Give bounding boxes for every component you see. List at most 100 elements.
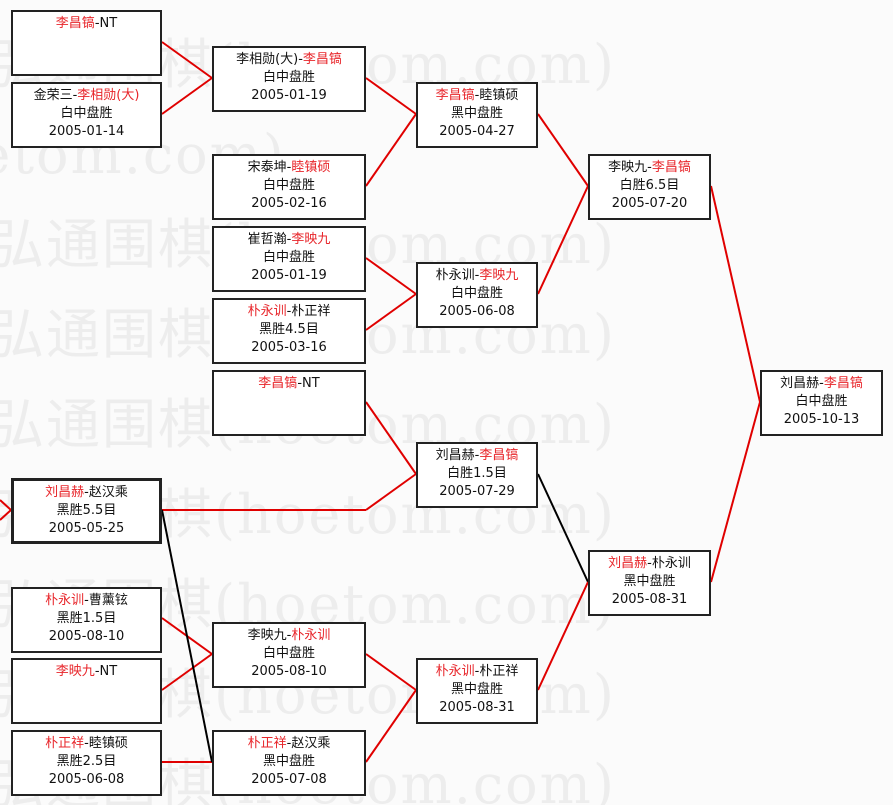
match-date: 2005-01-19 [251, 268, 327, 283]
player-black: 刘昌赫 [608, 556, 648, 571]
match-players: 朴正祥-睦镇硕 [13, 735, 160, 753]
player-black: 刘昌赫 [435, 448, 475, 463]
match-players: 朴永训-曹薰铉 [13, 592, 160, 610]
match-players: 刘昌赫-李昌镐 [418, 447, 536, 465]
match-result: 黑胜1.5目 [56, 611, 117, 626]
match-box[interactable]: 朴正祥-睦镇硕 黑胜2.5目 2005-06-08 [11, 730, 162, 796]
player-white: NT [99, 664, 118, 679]
match-box[interactable]: 李昌镐-睦镇硕 黑中盘胜 2005-04-27 [416, 82, 538, 148]
match-box[interactable]: 金荣三-李相勋(大) 白中盘胜 2005-01-14 [11, 82, 162, 148]
player-black: 金荣三 [33, 88, 73, 103]
player-white: 朴永训 [651, 556, 691, 571]
player-black: 李映九 [247, 628, 287, 643]
winner-connector [710, 185, 761, 403]
player-white: 赵汉乘 [88, 485, 128, 500]
winner-connector [365, 257, 417, 295]
match-players: 宋泰坤-睦镇硕 [214, 159, 364, 177]
winner-connector [0, 499, 12, 511]
player-black: 李映九 [608, 160, 648, 175]
match-box[interactable]: 刘昌赫-李昌镐 白中盘胜 2005-10-13 [760, 370, 883, 436]
match-result: 黑胜4.5目 [259, 322, 319, 337]
separator: - [647, 556, 652, 571]
separator: - [298, 52, 303, 67]
player-black: 刘昌赫 [45, 485, 85, 500]
separator: - [286, 232, 292, 247]
match-box[interactable]: 朴永训-李映九 白中盘胜 2005-06-08 [416, 262, 538, 328]
winner-connector [365, 473, 417, 511]
match-players: 李昌镐-NT [214, 375, 364, 393]
match-players: 李映九-李昌镐 [590, 159, 709, 177]
separator: - [84, 593, 89, 608]
separator: - [72, 88, 78, 103]
winner-connector [161, 41, 213, 79]
match-result: 黑胜5.5目 [56, 503, 117, 518]
match-date: 2005-01-14 [48, 124, 125, 139]
match-result: 白中盘胜 [262, 646, 315, 661]
match-result: 白中盘胜 [795, 394, 848, 409]
separator: - [286, 628, 292, 643]
separator: - [297, 376, 303, 391]
player-white: 李昌镐 [302, 52, 342, 67]
match-players: 金荣三-李相勋(大) [13, 87, 160, 105]
match-box[interactable]: 朴永训-朴正祥 黑中盘胜 2005-08-31 [416, 658, 538, 724]
separator: - [474, 268, 480, 283]
match-box[interactable]: 李映九-NT [11, 658, 162, 724]
match-result [13, 33, 160, 51]
player-black: 李昌镐 [55, 16, 95, 31]
match-players: 朴正祥-赵汉乘 [214, 735, 364, 753]
separator: - [286, 304, 292, 319]
match-result: 黑中盘胜 [450, 106, 503, 121]
player-white: 睦镇硕 [291, 160, 331, 175]
separator: - [474, 88, 480, 103]
match-result: 白中盘胜 [262, 178, 315, 193]
match-box[interactable]: 李相勋(大)-李昌镐白中盘胜 2005-01-19 [212, 46, 366, 112]
match-box[interactable]: 宋泰坤-睦镇硕 白中盘胜 2005-02-16 [212, 154, 366, 220]
match-result: 黑中盘胜 [262, 754, 315, 769]
match-result: 白中盘胜 [262, 70, 315, 85]
winner-connector [537, 113, 589, 187]
match-box[interactable]: 刘昌赫-朴永训 黑中盘胜 2005-08-31 [588, 550, 711, 616]
match-date: 2005-01-19 [251, 88, 327, 103]
match-box[interactable]: 刘昌赫-李昌镐 白胜1.5目 2005-07-29 [416, 442, 538, 508]
match-result: 白胜1.5目 [447, 466, 507, 481]
match-date: 2005-08-10 [48, 629, 125, 644]
player-black: 刘昌赫 [780, 376, 820, 391]
match-box[interactable]: 李昌镐-NT [212, 370, 366, 436]
player-white: 朴正祥 [479, 664, 519, 679]
match-players: 刘昌赫-李昌镐 [762, 375, 881, 393]
winner-connector [537, 581, 589, 691]
match-players: 刘昌赫-朴永训 [590, 555, 709, 573]
match-box[interactable]: 李映九-李昌镐 白胜6.5目 2005-07-20 [588, 154, 711, 220]
player-black: 朴永训 [435, 664, 475, 679]
match-players: 朴永训-朴正祥 [214, 303, 364, 321]
match-date: 2005-04-27 [439, 124, 515, 139]
match-result: 白中盘胜 [450, 286, 503, 301]
winner-connector [365, 113, 417, 187]
separator: - [94, 16, 100, 31]
match-box[interactable]: 朴正祥-赵汉乘 黑中盘胜 2005-07-08 [212, 730, 366, 796]
match-players: 朴永训-李映九 [418, 267, 536, 285]
match-result [214, 393, 364, 411]
match-result: 黑胜2.5目 [56, 754, 117, 769]
player-black: 朴正祥 [247, 736, 287, 751]
match-box[interactable]: 朴永训-朴正祥 黑胜4.5目 2005-03-16 [212, 298, 366, 364]
separator: - [819, 376, 824, 391]
match-box[interactable]: 崔哲瀚-李映九 白中盘胜 2005-01-19 [212, 226, 366, 292]
separator: - [84, 736, 89, 751]
player-black: 李相勋(大) [236, 52, 299, 67]
match-result: 黑中盘胜 [450, 682, 503, 697]
match-box[interactable]: 李映九-朴永训 白中盘胜 2005-08-10 [212, 622, 366, 688]
player-black: 朴永训 [247, 304, 287, 319]
winner-connector [365, 293, 417, 331]
match-box[interactable]: 朴永训-曹薰铉 黑胜1.5目 2005-08-10 [11, 587, 162, 653]
match-box[interactable]: 李昌镐-NT [11, 10, 162, 76]
match-date: 2005-06-08 [439, 304, 515, 319]
match-box[interactable]: 刘昌赫-赵汉乘 黑胜5.5目 2005-05-25 [11, 478, 162, 544]
match-date: 2005-06-08 [48, 772, 125, 787]
player-white: 赵汉乘 [291, 736, 331, 751]
match-players: 刘昌赫-赵汉乘 [14, 484, 159, 502]
match-date: 2005-10-13 [783, 412, 860, 427]
winner-connector [365, 401, 417, 475]
separator: - [474, 448, 480, 463]
